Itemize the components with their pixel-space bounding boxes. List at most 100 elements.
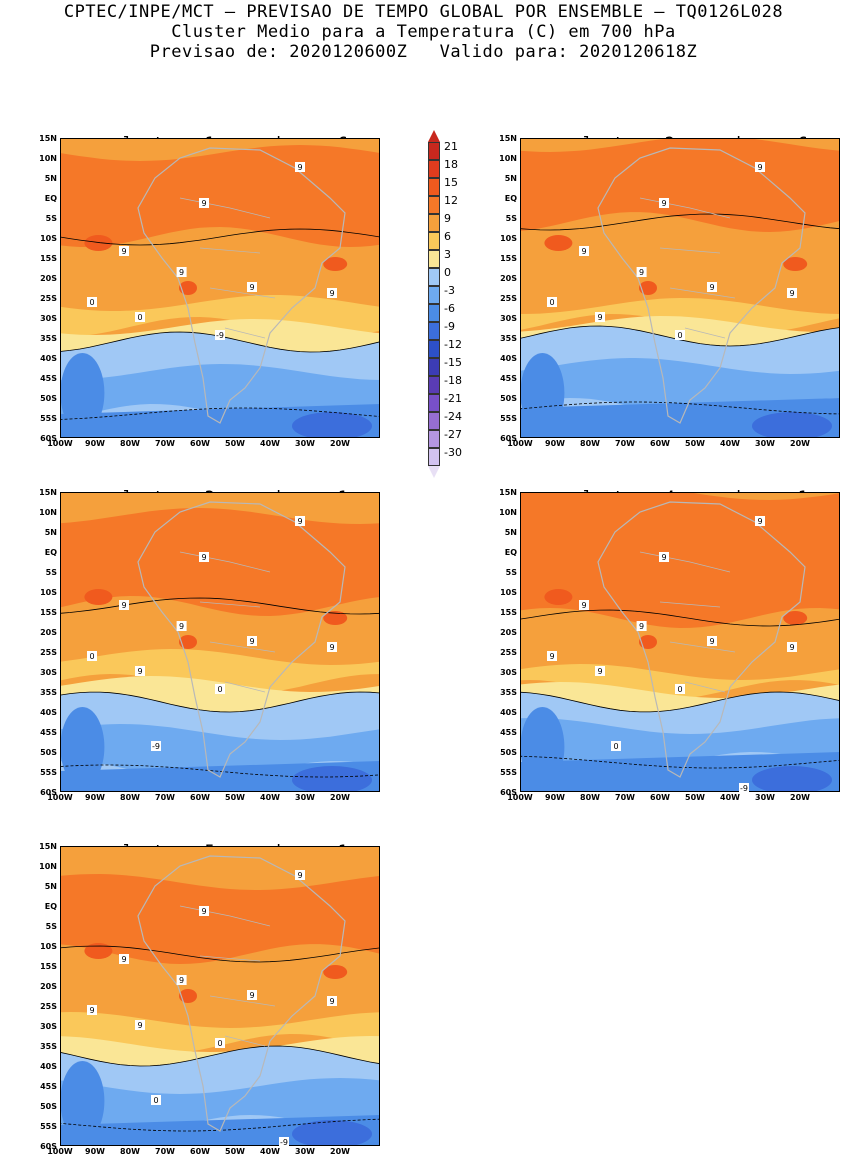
lat-tick-label: 55S <box>40 1122 57 1131</box>
colorbar-swatch <box>428 304 440 322</box>
lat-tick-label: 30S <box>500 314 517 323</box>
lon-tick-label: 20W <box>330 1147 350 1156</box>
lat-tick-label: 30S <box>500 668 517 677</box>
lat-tick-label: 40S <box>500 708 517 717</box>
lat-tick-label: 60S <box>40 788 57 797</box>
lat-tick-label: 25S <box>40 648 57 657</box>
lon-tick-label: 70W <box>615 793 635 802</box>
contour-label-text: 9 <box>329 997 334 1006</box>
colorbar-label: 6 <box>444 230 451 243</box>
lat-tick-label: 10S <box>500 234 517 243</box>
warm-core <box>639 635 657 649</box>
contour-label-text: 9 <box>179 976 184 985</box>
lat-tick-label: 25S <box>40 1002 57 1011</box>
contour-9 <box>520 213 840 231</box>
contour-label: 9 <box>247 282 257 292</box>
contour-label: 9 <box>176 975 187 985</box>
contour-label: 9 <box>659 552 669 562</box>
lat-tick-label: EQ <box>504 548 517 557</box>
contour-label: 9 <box>755 162 765 172</box>
contour-label-text: 9 <box>597 667 602 676</box>
contour-label-text: -9 <box>152 742 160 751</box>
contour-label: 0 <box>135 312 145 322</box>
contour-label-text: 9 <box>121 247 126 256</box>
colorbar-label: -30 <box>444 446 462 459</box>
lat-tick-label: 30S <box>40 314 57 323</box>
cold-core <box>292 412 372 438</box>
colorbar-swatch <box>428 394 440 412</box>
lat-tick-label: 15N <box>39 842 57 851</box>
colorbar-swatch <box>428 448 440 466</box>
contour-label: 9 <box>247 636 257 646</box>
warm-core <box>783 257 808 271</box>
contour-label-text: 9 <box>249 283 254 292</box>
map-panel-4: 9 9 9 9 9 9 9 9 0 0 -9 <box>520 492 840 792</box>
contour-label-text: 9 <box>297 871 302 880</box>
country-borders <box>179 905 276 1047</box>
lon-tick-label: 70W <box>615 439 635 448</box>
lon-tick-label: 30W <box>295 1147 315 1156</box>
band-minus6-minus3 <box>60 724 380 781</box>
lat-tick-label: 10S <box>500 588 517 597</box>
colorbar-label: 0 <box>444 266 451 279</box>
lat-tick-label: 25S <box>40 294 57 303</box>
contour-label-text: -9 <box>740 784 748 792</box>
lon-tick-label: 60W <box>650 793 670 802</box>
lon-tick-label: 40W <box>720 793 740 802</box>
contour-label: 9 <box>119 600 129 610</box>
contour-label: 9 <box>327 996 337 1006</box>
lat-tick-label: 45S <box>40 1082 57 1091</box>
warm-core <box>323 965 348 979</box>
contour-label-text: 9 <box>597 313 602 322</box>
lat-tick-label: 50S <box>40 1102 57 1111</box>
colorbar-label: -6 <box>444 302 455 315</box>
map-frame <box>520 138 840 438</box>
warm-core <box>179 989 197 1003</box>
country-borders <box>179 551 276 693</box>
lat-tick-label: 45S <box>500 374 517 383</box>
warm-band <box>60 508 380 616</box>
contour-label: 9 <box>135 666 145 676</box>
contour-label: 0 <box>675 684 685 694</box>
cold-pocket <box>520 353 565 433</box>
contour-9 <box>60 228 380 246</box>
lat-tick-label: 40S <box>40 708 57 717</box>
contour-label-text: 9 <box>789 289 794 298</box>
band-3-6 <box>520 298 840 334</box>
lon-tick-label: 50W <box>685 439 705 448</box>
lon-tick-label: 80W <box>580 793 600 802</box>
warm-band <box>60 874 380 964</box>
colorbar-label: -12 <box>444 338 462 351</box>
contour-0 <box>520 691 840 713</box>
contour-9 <box>60 597 380 615</box>
contour-label-text: 9 <box>201 553 206 562</box>
lon-tick-label: 80W <box>120 793 140 802</box>
colorbar-swatch <box>428 358 440 376</box>
lat-tick-label: 15S <box>40 608 57 617</box>
contour-label: 9 <box>295 162 305 172</box>
map-frame <box>520 492 840 792</box>
cold-core <box>752 766 832 792</box>
contour-label: 9 <box>595 312 605 322</box>
lat-tick-label: 5N <box>44 882 57 891</box>
contour-minus9 <box>60 407 380 420</box>
south-america-outline <box>137 855 346 1132</box>
contour-label: 0 <box>87 651 97 661</box>
lat-tick-label: 10N <box>39 862 57 871</box>
lat-tick-label: 35S <box>500 688 517 697</box>
lon-tick-label: 50W <box>225 793 245 802</box>
contour-label: 9 <box>119 954 129 964</box>
contour-label: 9 <box>327 642 337 652</box>
contour-minus9 <box>520 755 840 769</box>
contour-label-text: 0 <box>217 1039 222 1048</box>
contour-0 <box>60 691 380 713</box>
lat-tick-label: 40S <box>500 354 517 363</box>
lon-tick-label: 40W <box>260 793 280 802</box>
cold-pocket <box>60 353 105 433</box>
contour-label: 0 <box>215 684 225 694</box>
cold-pocket <box>520 707 565 787</box>
south-america-outline <box>137 501 346 778</box>
lat-tick-label: 20S <box>40 628 57 637</box>
lat-tick-label: 30S <box>40 1022 57 1031</box>
lon-tick-label: 60W <box>190 439 210 448</box>
